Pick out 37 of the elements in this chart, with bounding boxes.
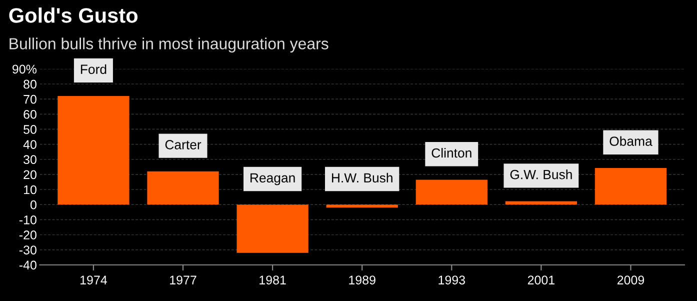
x-tick-label: 2001 [528, 276, 554, 284]
annotation: Ford [80, 64, 106, 74]
x-tick-label: 1989 [349, 276, 376, 284]
chart-title: Gold's Gusto [9, 8, 138, 23]
y-tick-label: -10 [19, 215, 36, 224]
annotation: H.W. Bush [332, 172, 392, 183]
y-tick-label: 0 [30, 200, 36, 210]
y-tick-label: 30 [24, 155, 36, 164]
x-tick-label: 2009 [617, 276, 644, 284]
y-tick-label: 90% [12, 64, 37, 74]
annotation: Carter [165, 140, 202, 150]
y-tick-label: 60 [24, 110, 36, 119]
bar [147, 171, 219, 205]
x-tick-label: 1981 [260, 276, 286, 284]
y-tick-label: 40 [23, 140, 36, 149]
y-tick-label: -30 [19, 246, 36, 254]
chart-subtitle: Bullion bulls thrive in most inauguration years [10, 38, 328, 53]
x-tick-label: 1977 [170, 276, 196, 284]
annotation: Clinton [432, 148, 472, 158]
annotation: Obama [610, 136, 652, 146]
annotation: Reagan [250, 173, 295, 186]
y-tick-label: -20 [19, 230, 36, 240]
bar [236, 204, 308, 253]
bar [326, 204, 398, 208]
annotation: G.W. Bush [510, 170, 572, 180]
y-tick-label: 10 [24, 185, 36, 194]
x-tick-label: 1993 [438, 276, 465, 284]
x-tick-label: 1974 [80, 276, 107, 284]
y-tick-label: 70 [24, 94, 36, 104]
bar [505, 201, 577, 205]
bar [594, 168, 667, 205]
y-tick-label: 80 [24, 80, 36, 89]
bar [416, 180, 488, 205]
y-tick-label: 20 [24, 170, 36, 180]
bar [58, 96, 130, 205]
y-tick-label: -40 [19, 260, 36, 270]
y-tick-label: 50 [24, 125, 36, 134]
